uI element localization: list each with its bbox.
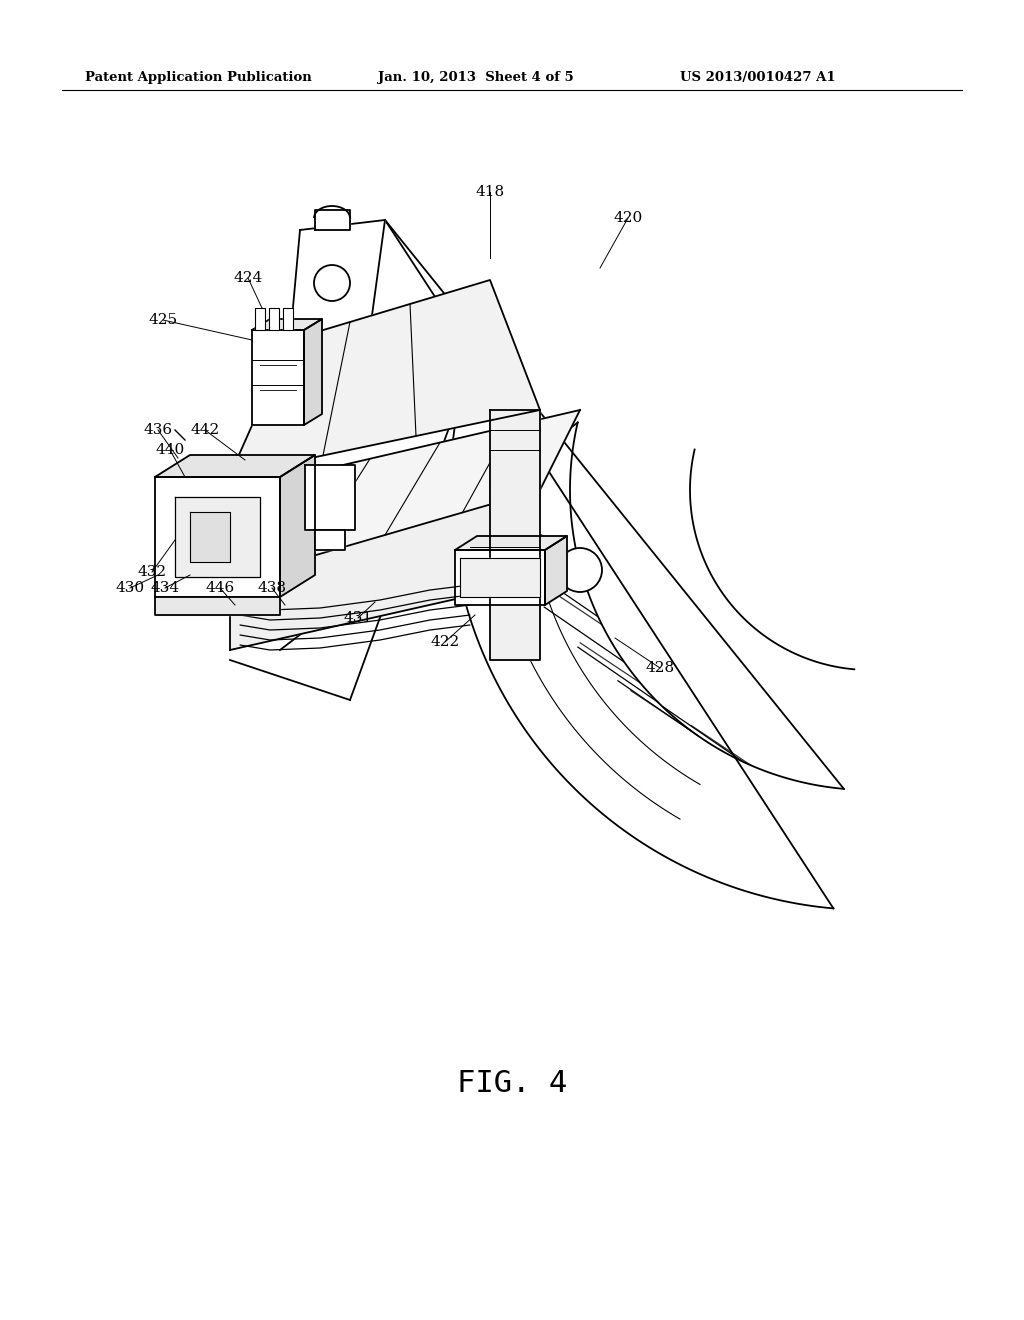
- Text: 422: 422: [430, 635, 460, 649]
- Text: 418: 418: [475, 185, 505, 199]
- Text: 442: 442: [190, 422, 219, 437]
- Polygon shape: [460, 558, 540, 597]
- Circle shape: [558, 548, 602, 591]
- Polygon shape: [252, 319, 322, 330]
- Polygon shape: [175, 498, 260, 577]
- Polygon shape: [155, 455, 315, 477]
- Text: Jan. 10, 2013  Sheet 4 of 5: Jan. 10, 2013 Sheet 4 of 5: [378, 71, 573, 84]
- Polygon shape: [315, 210, 350, 230]
- Polygon shape: [230, 490, 540, 649]
- Text: US 2013/0010427 A1: US 2013/0010427 A1: [680, 71, 836, 84]
- Polygon shape: [255, 308, 265, 330]
- Polygon shape: [155, 597, 280, 615]
- Polygon shape: [305, 465, 355, 531]
- Polygon shape: [455, 550, 545, 605]
- Text: 438: 438: [257, 581, 287, 595]
- Polygon shape: [230, 411, 580, 579]
- Text: 424: 424: [233, 271, 262, 285]
- Polygon shape: [545, 536, 567, 605]
- Text: 434: 434: [151, 581, 179, 595]
- Text: 446: 446: [206, 581, 234, 595]
- Polygon shape: [252, 330, 304, 425]
- Circle shape: [314, 265, 350, 301]
- Text: 425: 425: [148, 313, 177, 327]
- Text: 436: 436: [143, 422, 173, 437]
- Polygon shape: [490, 411, 540, 660]
- Polygon shape: [304, 319, 322, 425]
- Text: 430: 430: [116, 581, 144, 595]
- Text: 440: 440: [156, 444, 184, 457]
- Polygon shape: [269, 308, 279, 330]
- Text: 420: 420: [613, 211, 643, 224]
- Text: Patent Application Publication: Patent Application Publication: [85, 71, 311, 84]
- Polygon shape: [190, 512, 230, 562]
- Polygon shape: [290, 220, 385, 341]
- Polygon shape: [455, 536, 567, 550]
- Text: 432: 432: [137, 565, 167, 579]
- Text: 428: 428: [645, 661, 675, 675]
- Polygon shape: [315, 531, 345, 550]
- Polygon shape: [283, 308, 293, 330]
- Polygon shape: [280, 455, 315, 597]
- Text: 431: 431: [343, 611, 373, 624]
- Polygon shape: [230, 280, 540, 475]
- Text: FIG. 4: FIG. 4: [457, 1068, 567, 1097]
- Polygon shape: [155, 477, 280, 597]
